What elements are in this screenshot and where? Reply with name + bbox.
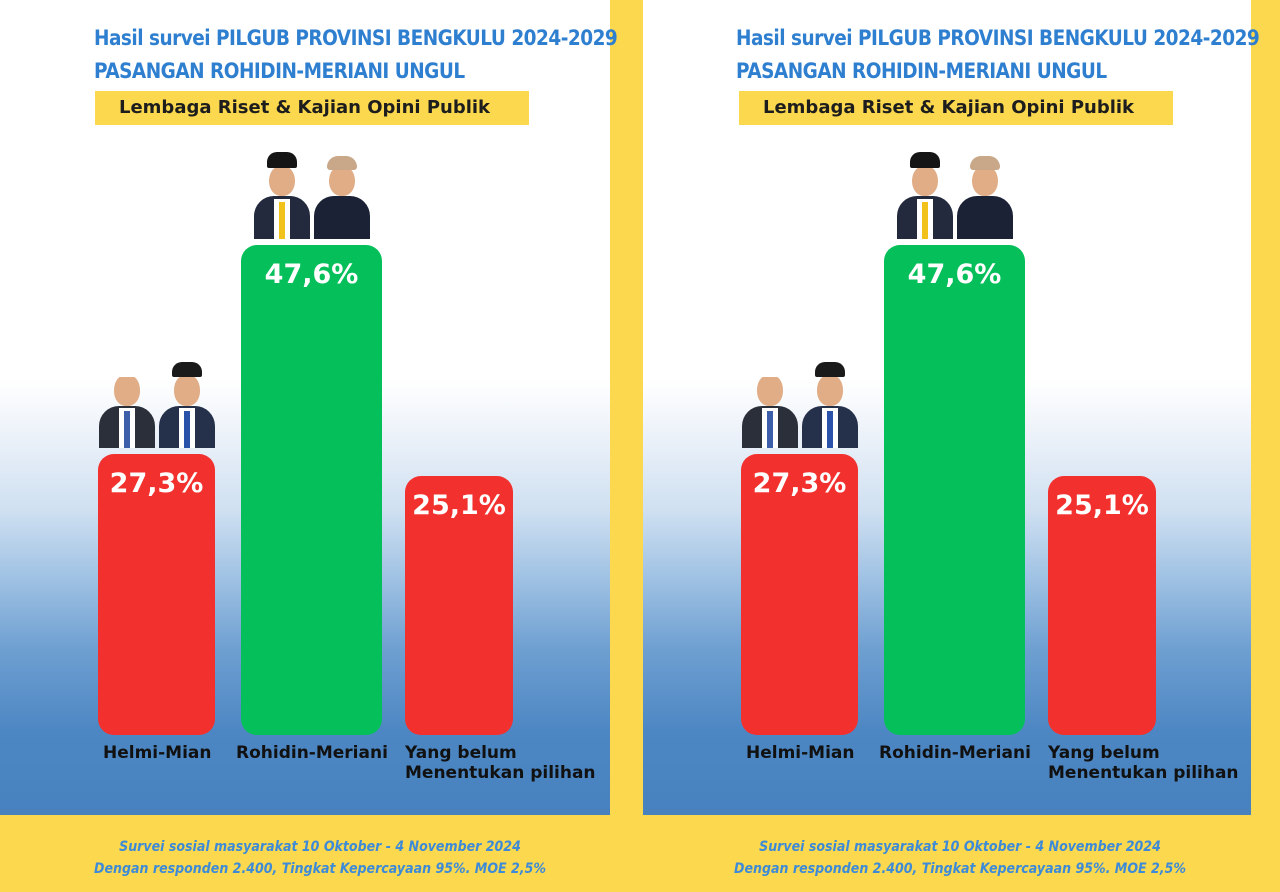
candidate-portrait-icon: [157, 360, 217, 448]
footer-survey-period: Survei sosial masyarakat 10 Oktober - 4 …: [759, 839, 1161, 855]
bar-value-label: 25,1%: [1055, 490, 1149, 522]
bar-rohidin-meriani: 47,6%: [884, 244, 1025, 735]
bar-chart: 27,3% Helmi-Mian 47,6% Rohidin-Meriani 25,1%…: [643, 0, 1253, 815]
poster-right: Hasil survei PILGUB PROVINSI BENGKULU 20…: [640, 0, 1280, 892]
category-label: Helmi-Mian: [103, 743, 212, 763]
source-banner: Lembaga Riset & Kajian Opini Publik: [95, 91, 529, 125]
candidate-portrait-icon: [955, 151, 1015, 239]
bar-value-label: 25,1%: [412, 490, 506, 522]
bar-helmi-mian: 27,3%: [98, 453, 215, 735]
candidate-portrait-icon: [740, 360, 800, 448]
candidate-portrait-icon: [252, 151, 312, 239]
headline-line2: PASANGAN ROHIDIN-MERIANI UNGUL: [736, 59, 1107, 84]
bar-value-label: 27,3%: [752, 467, 847, 499]
footer-survey-method: Dengan responden 2.400, Tingkat Kepercay…: [734, 861, 1186, 877]
footer-survey-period: Survei sosial masyarakat 10 Oktober - 4 …: [119, 839, 521, 855]
candidate-portrait-icon: [895, 151, 955, 239]
bar-rohidin-meriani: 47,6%: [241, 244, 382, 735]
bar-yang-belum: 25,1%: [1048, 476, 1156, 735]
category-label: Rohidin-Meriani: [879, 743, 1031, 763]
category-label: Yang belum Menentukan pilihan: [1048, 743, 1239, 783]
footer-survey-method: Dengan responden 2.400, Tingkat Kepercay…: [94, 861, 546, 877]
headline-line2: PASANGAN ROHIDIN-MERIANI UNGUL: [94, 59, 465, 84]
bar-value-label: 47,6%: [264, 258, 359, 290]
bar-helmi-mian: 27,3%: [741, 453, 858, 735]
source-banner: Lembaga Riset & Kajian Opini Publik: [739, 91, 1173, 125]
bar-value-label: 27,3%: [109, 467, 204, 499]
poster-left: Hasil survei PILGUB PROVINSI BENGKULU 20…: [0, 0, 618, 877]
category-label: Helmi-Mian: [746, 743, 855, 763]
bar-value-label: 47,6%: [907, 258, 1002, 290]
category-label: Rohidin-Meriani: [236, 743, 388, 763]
category-label: Yang belum Menentukan pilihan: [405, 743, 596, 783]
poster-panel: Hasil survei PILGUB PROVINSI BENGKULU 20…: [643, 0, 1260, 815]
poster-panel: Hasil survei PILGUB PROVINSI BENGKULU 20…: [0, 0, 618, 815]
candidate-photo: [252, 151, 372, 239]
candidate-portrait-icon: [800, 360, 860, 448]
bar-yang-belum: 25,1%: [405, 476, 513, 735]
bar-chart: 27,3% Helmi-Mian 47,6% Rohidin-Meriani 25,1%…: [0, 0, 610, 815]
candidate-photo: [740, 360, 860, 448]
candidate-portrait-icon: [312, 151, 372, 239]
candidate-photo: [97, 360, 217, 448]
candidate-photo: [895, 151, 1015, 239]
candidate-portrait-icon: [97, 360, 157, 448]
